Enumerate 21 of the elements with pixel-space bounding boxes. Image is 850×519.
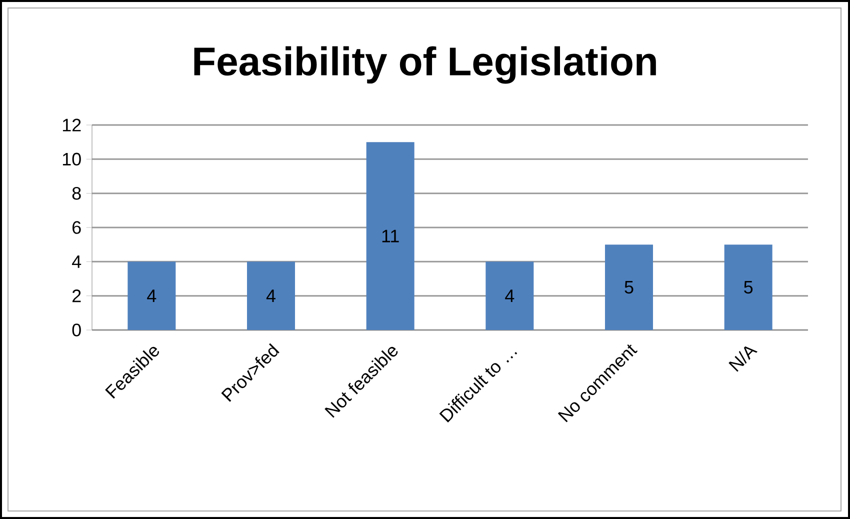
- bar: [247, 262, 296, 330]
- y-tick-label: 2: [72, 290, 81, 302]
- y-tick-label: 10: [62, 152, 81, 166]
- y-tick-label: 0: [72, 324, 81, 336]
- y-tick-label: 12: [62, 118, 81, 132]
- bar: [604, 244, 653, 330]
- data-label: 5: [744, 281, 753, 294]
- data-label: 5: [624, 281, 634, 294]
- data-label: 4: [505, 290, 514, 302]
- data-label: 4: [266, 290, 276, 302]
- bar: [724, 244, 772, 330]
- bar: [128, 262, 176, 330]
- y-tick-label: 8: [72, 186, 81, 200]
- bar: [366, 142, 414, 330]
- data-label: 4: [147, 290, 156, 302]
- chart-title: Feasibility of Legislation: [194, 46, 656, 84]
- y-tick-label: 6: [72, 221, 81, 234]
- data-label: 11: [382, 230, 399, 242]
- y-tick-label: 4: [72, 255, 82, 268]
- x-tick-label: N/A: [728, 346, 758, 372]
- bar: [486, 262, 534, 330]
